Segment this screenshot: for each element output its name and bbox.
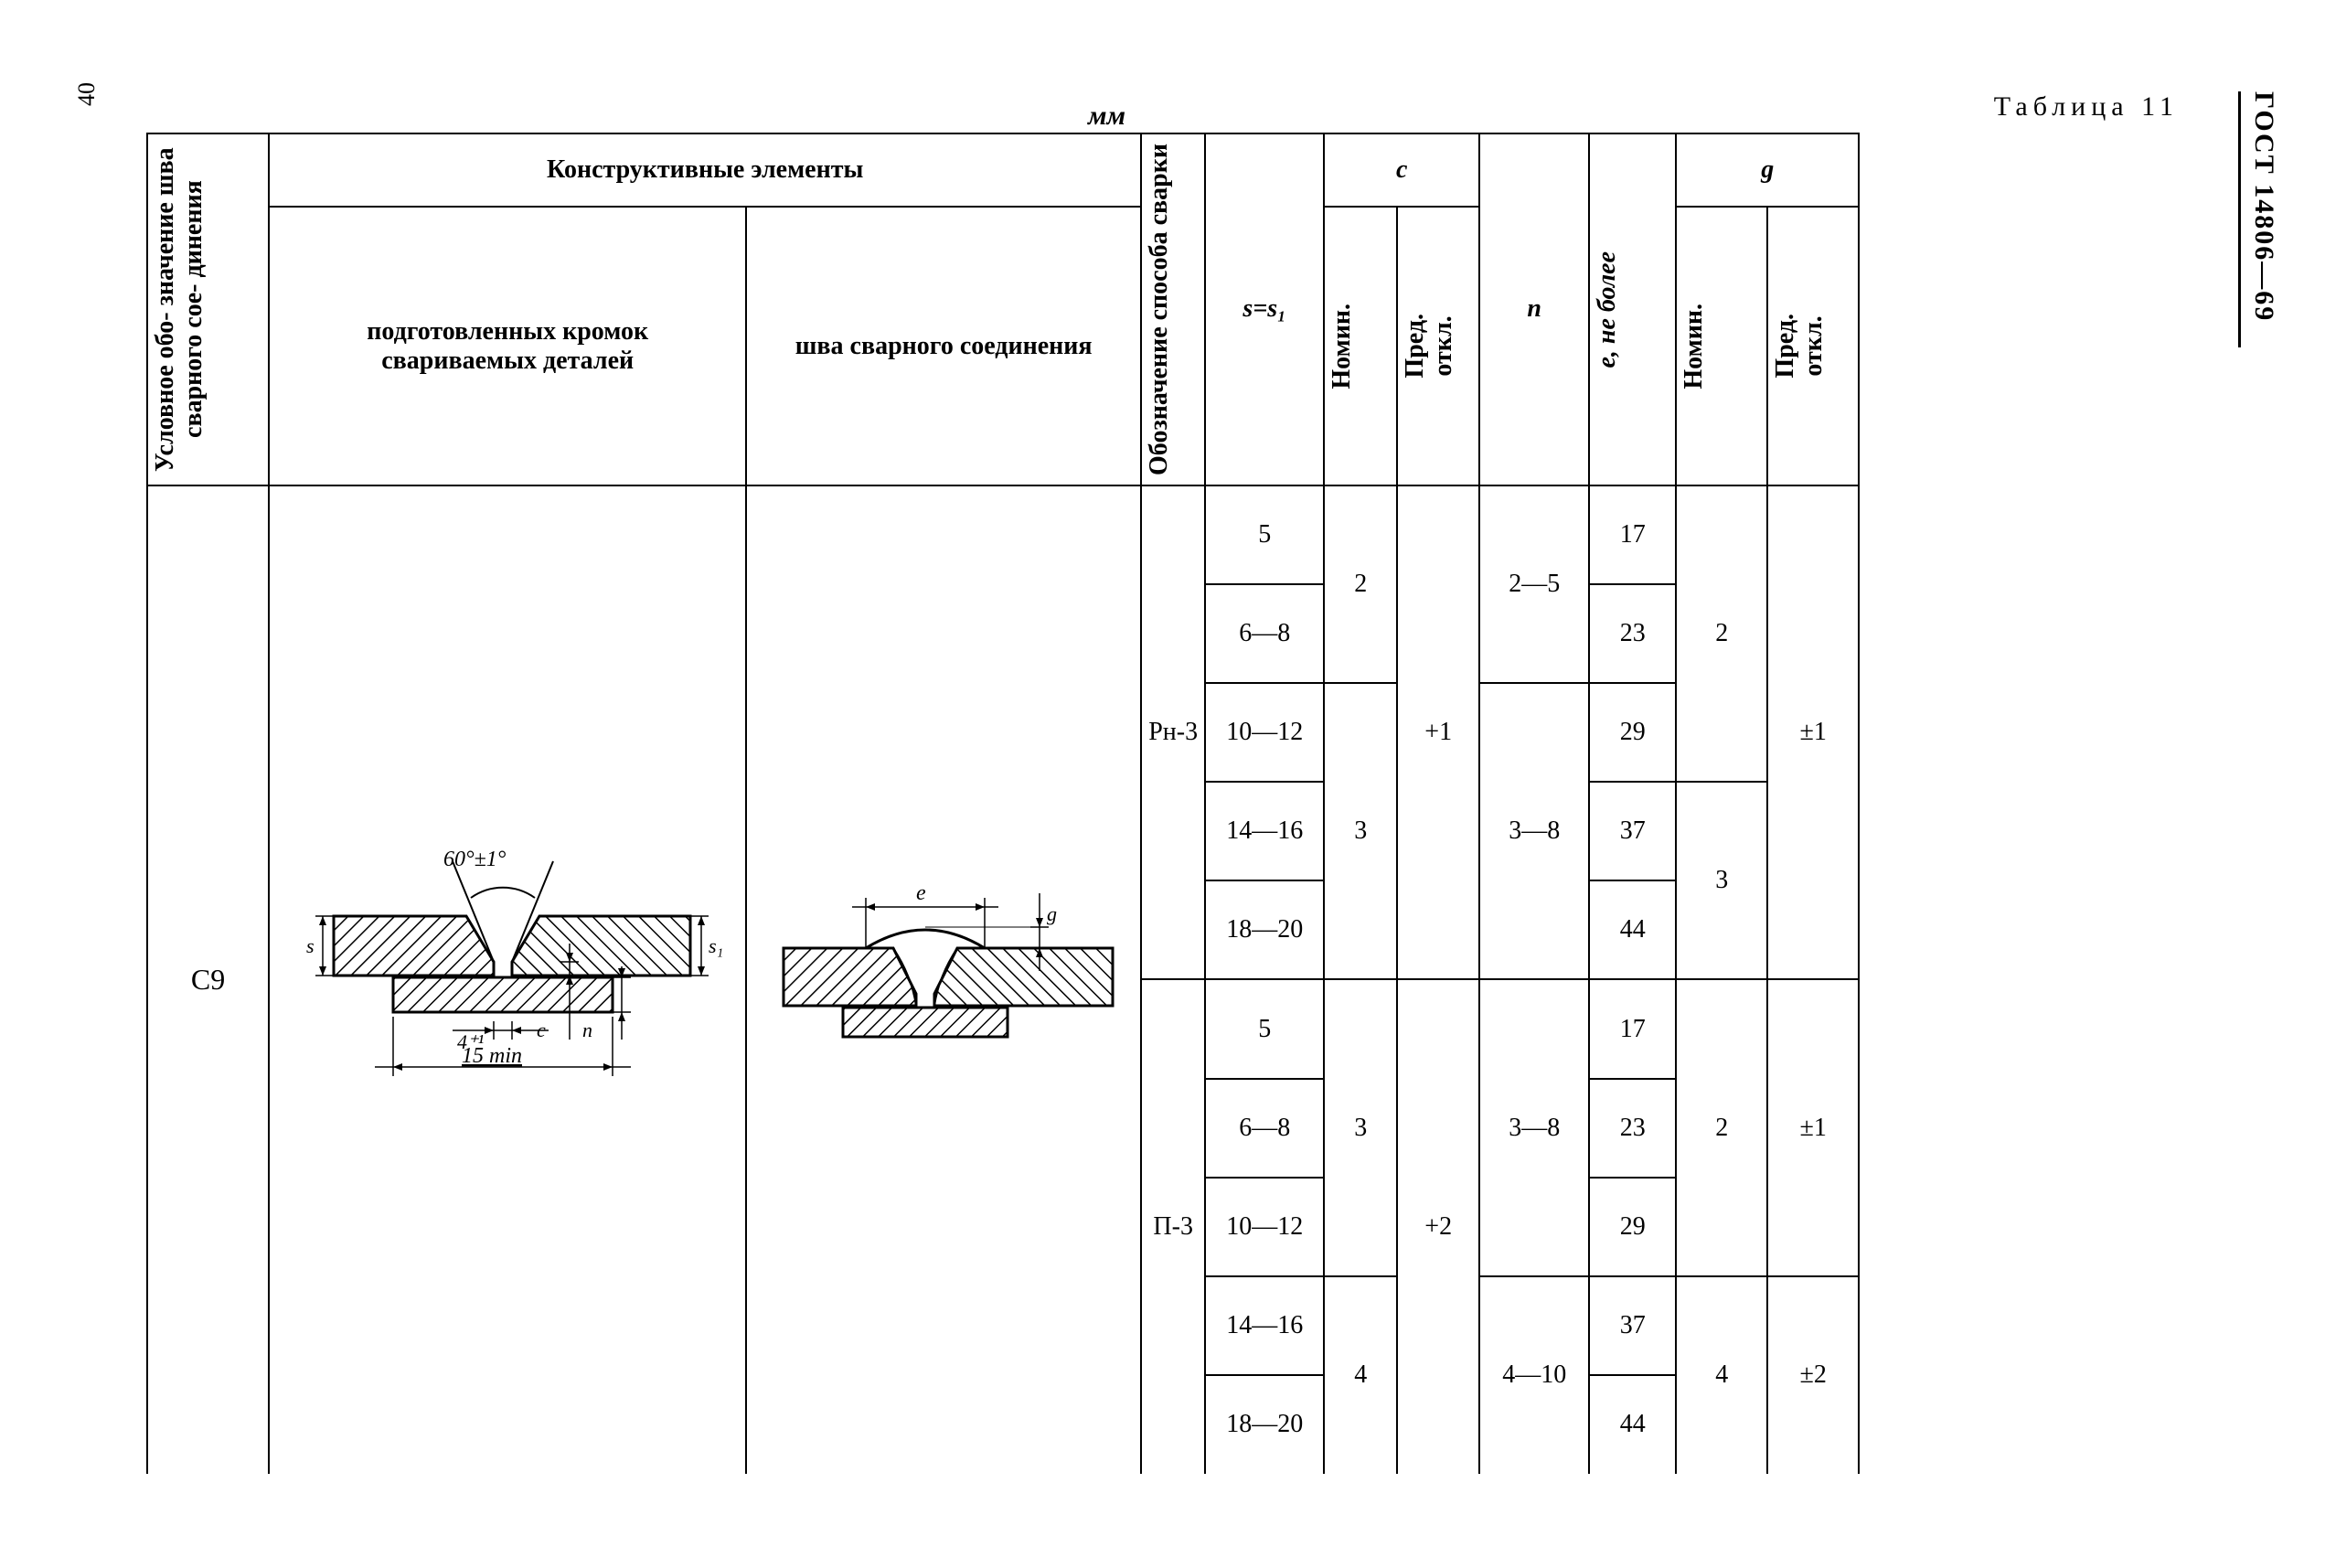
- cell-g-nomin: 2: [1676, 979, 1767, 1275]
- col-header-c-nomin: Номин.: [1324, 207, 1397, 485]
- svg-text:n: n: [582, 1019, 592, 1041]
- cell-c-nomin: 4: [1324, 1276, 1397, 1474]
- page-container: 40 ГОСТ 14806—69 Таблица 11 мм Условное …: [37, 37, 2288, 1531]
- col-header-prepared-edges: подготовленных кромок свариваемых детале…: [269, 207, 746, 485]
- cell-s: 10—12: [1205, 683, 1324, 782]
- cell-diagram-seam: e g: [746, 485, 1141, 1474]
- cell-method-2: П-3: [1141, 979, 1205, 1474]
- col-header-weld-seam: шва сварного соединения: [746, 207, 1141, 485]
- svg-text:15 min: 15 min: [462, 1044, 522, 1068]
- col-header-c-group: c: [1324, 133, 1479, 207]
- cell-e: 23: [1589, 1079, 1676, 1178]
- col-header-designation: Условное обо- значение шва сварного сое-…: [147, 133, 269, 485]
- unit-label: мм: [1088, 101, 1125, 132]
- cell-s: 6—8: [1205, 1079, 1324, 1178]
- cell-g-pred: ±2: [1767, 1276, 1859, 1474]
- welding-spec-table: Условное обо- значение шва сварного сое-…: [146, 133, 1860, 1474]
- svg-text:g: g: [1047, 902, 1057, 925]
- col-header-n: n: [1479, 133, 1589, 485]
- col-header-g-nomin: Номин.: [1676, 207, 1767, 485]
- cell-e: 17: [1589, 485, 1676, 584]
- cell-c-pred: +2: [1397, 979, 1479, 1474]
- cell-diagram-prep: 60°±1° s s₁: [269, 485, 746, 1474]
- cell-s: 14—16: [1205, 1276, 1324, 1375]
- header-row-1: Условное обо- значение шва сварного сое-…: [147, 133, 1859, 207]
- cell-g-pred: ±1: [1767, 979, 1859, 1275]
- cell-e: 44: [1589, 1375, 1676, 1474]
- col-header-g-group: g: [1676, 133, 1859, 207]
- cell-s: 5: [1205, 485, 1324, 584]
- cell-s: 10—12: [1205, 1178, 1324, 1276]
- cell-code: С9: [147, 485, 269, 1474]
- table-row: С9: [147, 485, 1859, 584]
- col-header-e: e, не более: [1589, 133, 1676, 485]
- cell-e: 29: [1589, 1178, 1676, 1276]
- cell-g-nomin: 2: [1676, 485, 1767, 782]
- cell-s: 5: [1205, 979, 1324, 1078]
- cell-n: 2—5: [1479, 485, 1589, 683]
- prep-diagram-svg: 60°±1° s s₁: [270, 486, 745, 1474]
- svg-text:60°±1°: 60°±1°: [443, 848, 507, 871]
- cell-n: 4—10: [1479, 1276, 1589, 1474]
- cell-c-nomin: 2: [1324, 485, 1397, 683]
- cell-e: 37: [1589, 1276, 1676, 1375]
- cell-s: 18—20: [1205, 1375, 1324, 1474]
- col-header-c-pred: Пред. откл.: [1397, 207, 1479, 485]
- col-header-constructive: Конструктивные элементы: [269, 133, 1141, 207]
- gost-standard-label: ГОСТ 14806—69: [2238, 91, 2279, 347]
- cell-g-nomin: 3: [1676, 782, 1767, 979]
- cell-method-1: Рн-3: [1141, 485, 1205, 980]
- cell-c-nomin: 3: [1324, 683, 1397, 980]
- svg-text:s: s: [306, 934, 315, 957]
- cell-e: 29: [1589, 683, 1676, 782]
- cell-c-nomin: 3: [1324, 979, 1397, 1275]
- cell-s: 18—20: [1205, 880, 1324, 979]
- cell-c-pred: +1: [1397, 485, 1479, 980]
- cell-e: 23: [1589, 584, 1676, 683]
- col-header-method: Обозначение способа сварки: [1141, 133, 1205, 485]
- svg-text:e: e: [916, 881, 926, 905]
- cell-s: 14—16: [1205, 782, 1324, 880]
- cell-e: 17: [1589, 979, 1676, 1078]
- cell-e: 37: [1589, 782, 1676, 880]
- col-header-s: s=s₁: [1205, 133, 1324, 485]
- cell-n: 3—8: [1479, 683, 1589, 980]
- cell-g-nomin: 4: [1676, 1276, 1767, 1474]
- page-number: 40: [73, 82, 101, 106]
- svg-text:c: c: [537, 1019, 546, 1041]
- seam-diagram-svg: e g: [747, 486, 1140, 1474]
- cell-n: 3—8: [1479, 979, 1589, 1275]
- cell-e: 44: [1589, 880, 1676, 979]
- cell-g-pred: ±1: [1767, 485, 1859, 980]
- table-number-label: Таблица 11: [1994, 91, 2179, 123]
- col-header-g-pred: Пред. откл.: [1767, 207, 1859, 485]
- svg-text:s₁: s₁: [709, 934, 723, 957]
- cell-s: 6—8: [1205, 584, 1324, 683]
